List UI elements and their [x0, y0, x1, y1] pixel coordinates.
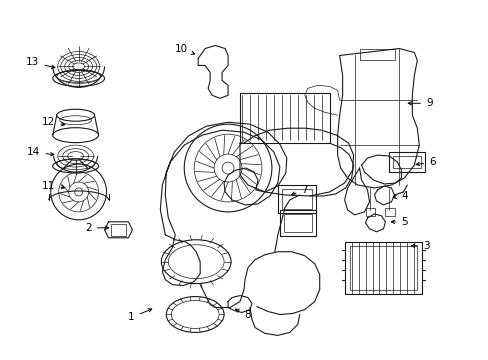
Text: 11: 11	[42, 181, 65, 191]
Bar	[365, 208, 375, 216]
Text: 2: 2	[85, 223, 108, 233]
Text: 12: 12	[42, 117, 65, 127]
Text: 1: 1	[128, 309, 151, 323]
Text: 9: 9	[407, 98, 432, 108]
Text: 3: 3	[410, 241, 429, 251]
Text: 4: 4	[392, 191, 407, 201]
Text: 6: 6	[415, 157, 435, 167]
Text: 10: 10	[174, 44, 194, 54]
Bar	[349, 246, 416, 289]
Bar	[283, 214, 311, 232]
Text: 14: 14	[27, 147, 54, 157]
Bar	[279, 210, 315, 236]
Bar	[359, 49, 395, 60]
Bar	[281, 189, 311, 209]
Bar	[344, 242, 422, 293]
Bar	[110, 224, 126, 236]
Text: 8: 8	[235, 309, 251, 320]
Bar	[385, 208, 395, 216]
Text: 7: 7	[291, 185, 307, 195]
Bar	[388, 152, 425, 172]
Text: 5: 5	[390, 217, 407, 227]
Bar	[277, 185, 315, 213]
Bar	[240, 93, 329, 143]
Bar	[393, 156, 421, 168]
Text: 13: 13	[26, 58, 55, 68]
